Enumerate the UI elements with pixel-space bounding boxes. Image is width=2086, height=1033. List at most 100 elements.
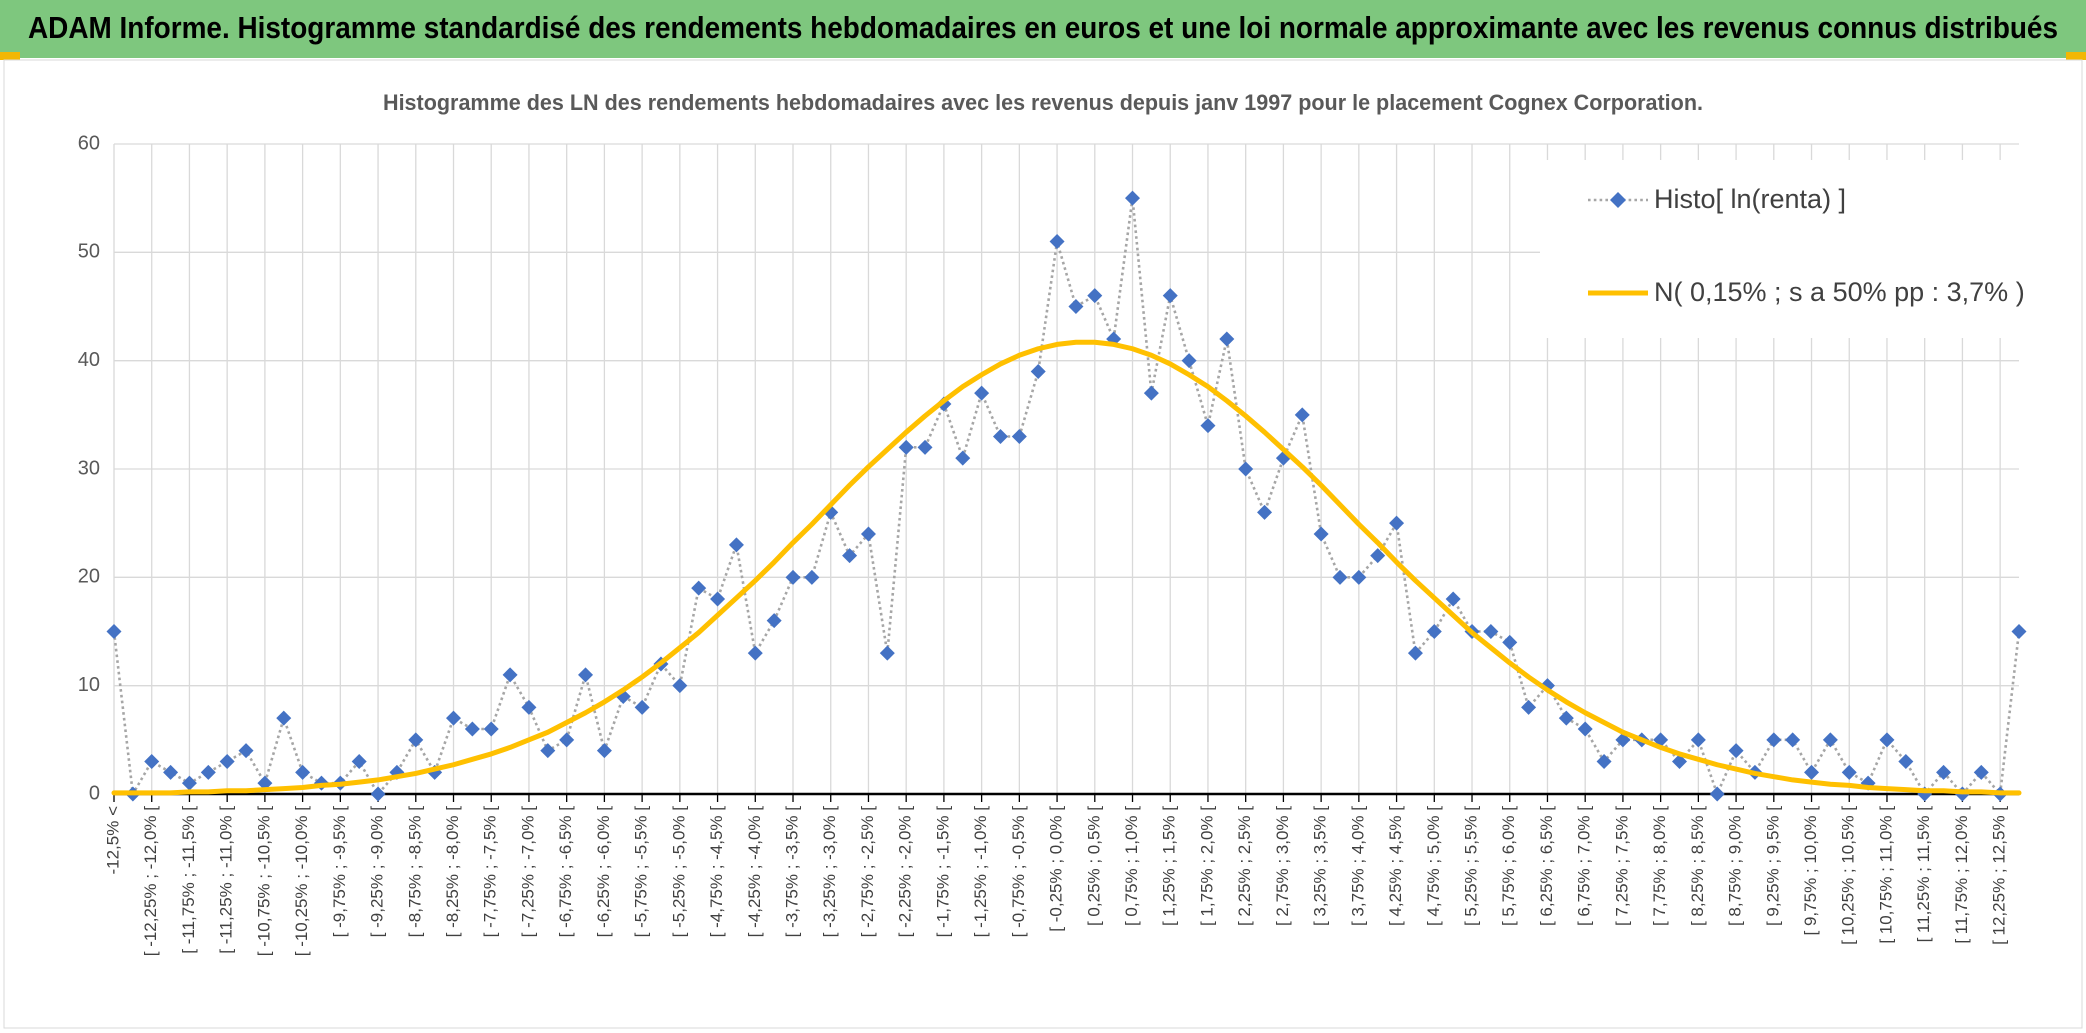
- data-point: [672, 678, 688, 694]
- x-tick-label: [ -11,75% ; -11,5% [: [179, 806, 198, 954]
- data-point: [1313, 526, 1329, 542]
- x-tick-label: [ 8,75% ; 9,0% [: [1726, 806, 1745, 926]
- data-point: [276, 710, 292, 726]
- data-point: [408, 732, 424, 748]
- chart-frame: [3, 59, 2083, 1029]
- x-tick-label: [ 1,75% ; 2,0% [: [1197, 806, 1216, 926]
- data-point: [879, 645, 895, 661]
- data-point: [634, 699, 650, 715]
- x-tick-label: [ -6,25% ; -6,0% [: [594, 806, 613, 938]
- data-point: [1709, 786, 1725, 802]
- data-point: [974, 385, 990, 401]
- accent-left: [0, 52, 20, 60]
- x-tick-label: [ -1,75% ; -1,5% [: [933, 806, 952, 938]
- data-point: [163, 764, 179, 780]
- data-point: [238, 743, 254, 759]
- data-point: [351, 754, 367, 769]
- x-tick-label: [ -10,75% ; -10,5% [: [254, 806, 273, 957]
- x-tick-label: [ -5,75% ; -5,5% [: [632, 806, 651, 938]
- x-tick-label: [ -3,75% ; -3,5% [: [782, 806, 801, 938]
- header-bar: [0, 0, 2086, 58]
- x-tick-label: [ 1,25% ; 1,5% [: [1160, 806, 1179, 926]
- data-point: [860, 526, 876, 542]
- x-tick-label: [ -9,75% ; -9,5% [: [330, 806, 349, 938]
- accent-right: [2066, 52, 2086, 60]
- data-point: [804, 569, 820, 585]
- x-tick-label: [ 9,25% ; 9,5% [: [1763, 806, 1782, 926]
- chart-subtitle: Histogramme des LN des rendements hebdom…: [383, 90, 1703, 115]
- data-point: [1521, 699, 1537, 715]
- x-tick-label: [ 6,75% ; 7,0% [: [1575, 806, 1594, 926]
- x-tick-label: [ 4,75% ; 5,0% [: [1424, 806, 1443, 926]
- data-point: [521, 699, 537, 715]
- x-tick-label: [ -4,25% ; -4,0% [: [745, 806, 764, 938]
- x-tick-label: [ 4,25% ; 4,5% [: [1386, 806, 1405, 926]
- legend-label: Histo[ ln(renta) ]: [1654, 184, 1846, 214]
- data-point: [1049, 234, 1065, 249]
- x-tick-label: [ -2,75% ; -2,5% [: [858, 806, 877, 938]
- data-point: [1351, 569, 1367, 585]
- data-point: [1030, 364, 1046, 379]
- data-point: [1143, 385, 1159, 401]
- x-tick-label: [ 5,75% ; 6,0% [: [1499, 806, 1518, 926]
- data-point: [1370, 548, 1386, 564]
- data-point: [747, 645, 763, 661]
- x-tick-label: [ -11,25% ; -11,0% [: [217, 806, 236, 954]
- data-point: [446, 710, 462, 726]
- data-point: [106, 624, 122, 639]
- series-line: [112, 196, 2021, 796]
- data-point: [596, 743, 612, 759]
- legend-marker: [1610, 192, 1626, 208]
- legend-label: N( 0,15% ; s a 50% pp : 3,7% ): [1654, 277, 2025, 307]
- data-point: [181, 775, 197, 791]
- x-tick-label: [ -9,25% ; -9,0% [: [368, 806, 387, 938]
- data-point: [1577, 721, 1593, 737]
- data-point: [2011, 624, 2027, 639]
- data-point: [1690, 732, 1706, 748]
- data-point: [1294, 407, 1310, 423]
- data-point: [1181, 353, 1197, 369]
- data-point: [710, 591, 726, 607]
- x-tick-label: [ -5,25% ; -5,0% [: [669, 806, 688, 938]
- data-point: [1973, 764, 1989, 780]
- data-point: [728, 537, 744, 553]
- data-point: [1219, 331, 1235, 347]
- data-point: [1332, 569, 1348, 585]
- data-point: [1257, 504, 1273, 520]
- x-tick-label: [ -4,75% ; -4,5% [: [707, 806, 726, 938]
- x-tick-label: [ 3,75% ; 4,0% [: [1348, 806, 1367, 926]
- x-tick-label: -12,5% <: [103, 806, 122, 875]
- data-point: [1238, 461, 1254, 477]
- data-point: [691, 580, 707, 596]
- x-tick-label: [ -6,75% ; -6,5% [: [556, 806, 575, 938]
- y-tick-label: 40: [78, 349, 100, 371]
- data-point: [1087, 288, 1103, 304]
- x-tick-label: [ -12,25% ; -12,0% [: [141, 806, 160, 957]
- data-point: [370, 786, 386, 802]
- x-tick-label: [ -10,25% ; -10,0% [: [292, 806, 311, 957]
- data-point: [200, 764, 216, 780]
- data-point: [842, 548, 858, 564]
- x-tick-label: [ 6,25% ; 6,5% [: [1537, 806, 1556, 926]
- grid: 0 10 20 30 40 50 60 -12,5% < [ -12,25% ; -12,0% …: [78, 132, 2019, 956]
- legend-box: [1540, 160, 2020, 338]
- x-tick-label: [ -7,25% ; -7,0% [: [518, 806, 537, 938]
- data-point: [219, 754, 235, 769]
- data-point: [917, 439, 933, 455]
- data-point: [1936, 764, 1952, 780]
- data-point: [992, 429, 1008, 444]
- x-tick-label: [ 0,25% ; 0,5% [: [1084, 806, 1103, 926]
- data-point: [540, 743, 556, 759]
- data-point: [559, 732, 575, 748]
- y-tick-label: 60: [78, 132, 100, 154]
- data-point: [1162, 288, 1178, 304]
- data-point: [766, 613, 782, 629]
- data-point: [1766, 732, 1782, 748]
- data-point: [1445, 591, 1461, 607]
- data-point: [1502, 634, 1518, 650]
- data-point: [1596, 754, 1612, 769]
- data-point: [483, 721, 499, 737]
- x-tick-label: [ 12,25% ; 12,5% [: [1990, 806, 2009, 945]
- data-point: [1558, 710, 1574, 726]
